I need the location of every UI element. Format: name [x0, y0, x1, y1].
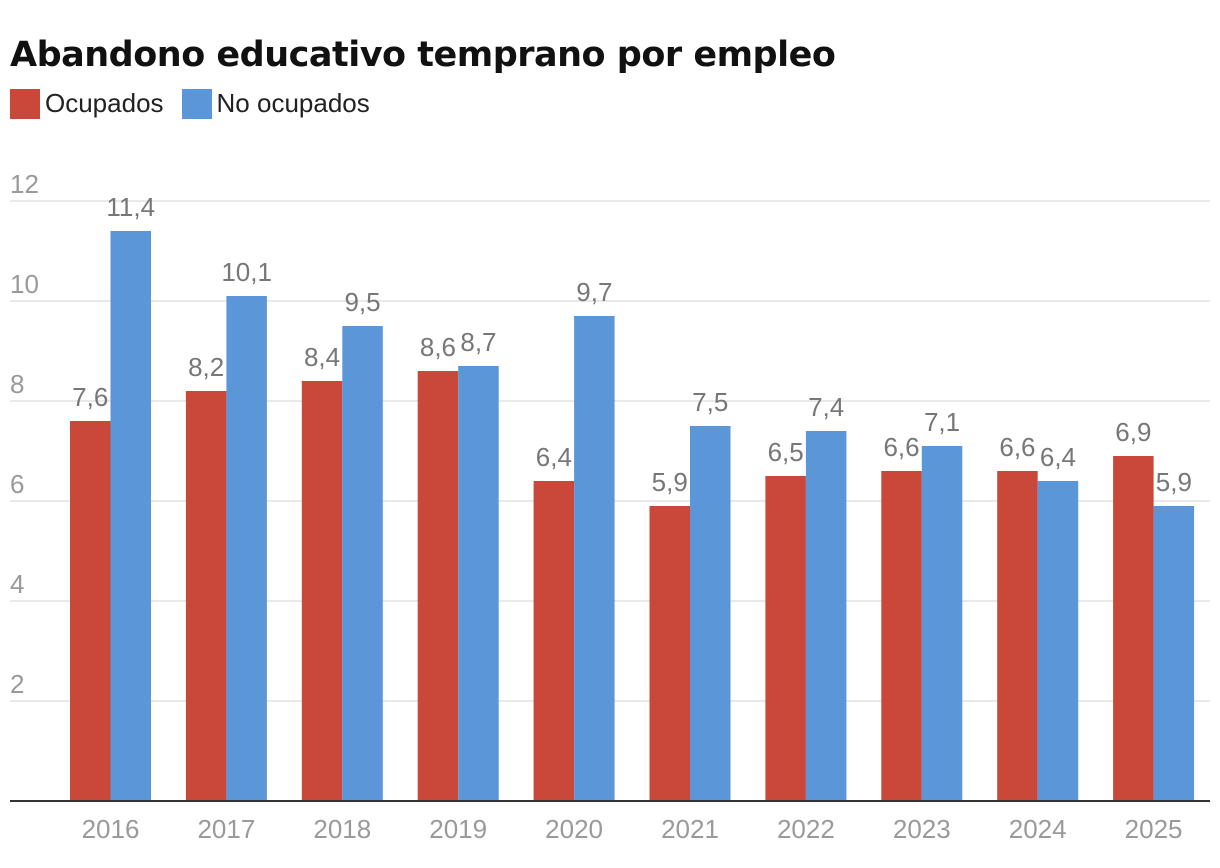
x-tick-label: 2019 [429, 814, 487, 844]
y-tick-label: 12 [10, 169, 39, 199]
x-tick-label: 2023 [893, 814, 951, 844]
bar-ocupados [765, 476, 806, 801]
data-label-ocupados: 6,6 [883, 432, 919, 462]
legend-item-ocupados: Ocupados [10, 88, 164, 119]
data-label-no-ocupados: 5,9 [1156, 467, 1192, 497]
bar-ocupados [185, 391, 227, 801]
bar-ocupados [1113, 456, 1154, 801]
bar-ocupados [997, 471, 1038, 801]
bar-no-ocupados [805, 431, 847, 801]
x-tick-label: 2020 [545, 814, 603, 844]
bar-ocupados [881, 471, 922, 801]
bars [70, 231, 1195, 801]
data-label-no-ocupados: 9,7 [576, 277, 612, 307]
bar-no-ocupados [1153, 506, 1195, 801]
bar-no-ocupados [574, 316, 615, 801]
y-tick-label: 10 [10, 269, 39, 299]
chart-title: Abandono educativo temprano por empleo [10, 35, 836, 76]
data-labels: 7,6 11,4 8,2 10,1 8,49,5 8,6 8,7 6,4 9,7 5,9 7,5 6,… [72, 192, 1192, 497]
x-tick-label: 2017 [197, 814, 255, 844]
bar-ocupados [70, 421, 111, 801]
legend-label-no-ocupados: No ocupados [216, 88, 370, 118]
data-label-no-ocupados: 7,1 [924, 407, 960, 437]
bar-no-ocupados [342, 326, 383, 801]
data-label-ocupados: 8,2 [188, 352, 224, 382]
bar-no-ocupados [921, 446, 963, 801]
x-tick-label: 2025 [1125, 814, 1183, 844]
x-tick-label: 2016 [82, 814, 140, 844]
bar-ocupados [533, 481, 575, 801]
data-label-ocupados: 7,6 [72, 382, 108, 412]
data-label-no-ocupados: 10,1 [221, 257, 272, 287]
data-label-ocupados: 6,6 [999, 432, 1035, 462]
data-label-ocupados: 8,6 [420, 332, 456, 362]
y-tick-label: 8 [10, 369, 24, 399]
bar-ocupados [649, 506, 690, 801]
data-label-no-ocupados: 11,4 [106, 192, 155, 222]
data-label-no-ocupados: 9,5 [344, 287, 380, 317]
x-tick-label: 2024 [1009, 814, 1067, 844]
bar-ocupados [301, 381, 343, 801]
x-axis-ticks: 2016 2017 2018 2019 2020 2021 2022 2023 2024 2025 [82, 814, 1183, 844]
bar-no-ocupados [226, 296, 267, 801]
data-label-no-ocupados: 8,7 [460, 327, 496, 357]
bar-no-ocupados [110, 231, 151, 801]
data-label-ocupados: 5,9 [652, 467, 688, 497]
data-label-ocupados: 6,9 [1115, 417, 1151, 447]
bar-ocupados [417, 371, 459, 801]
y-axis-ticks: 2 4 6 8 10 12 [10, 169, 39, 699]
data-label-ocupados: 6,4 [536, 442, 572, 472]
data-label-ocupados: 8,4 [304, 342, 340, 372]
data-label-no-ocupados: 7,4 [808, 392, 844, 422]
legend-label-ocupados: Ocupados [45, 88, 164, 118]
x-tick-label: 2018 [313, 814, 371, 844]
x-tick-label: 2022 [777, 814, 835, 844]
legend-swatch-ocupados [10, 88, 40, 119]
bar-no-ocupados [690, 426, 731, 801]
legend-swatch-no-ocupados [181, 88, 212, 119]
y-tick-label: 2 [10, 669, 24, 699]
data-label-ocupados: 6,5 [768, 437, 804, 467]
bar-no-ocupados [458, 366, 499, 801]
legend: Ocupados No ocupados [10, 88, 388, 119]
y-tick-label: 4 [10, 569, 24, 599]
legend-item-no-ocupados: No ocupados [181, 88, 370, 119]
bar-no-ocupados [1037, 481, 1079, 801]
data-label-no-ocupados: 6,4 [1040, 442, 1076, 472]
x-tick-label: 2021 [661, 814, 719, 844]
y-tick-label: 6 [10, 469, 24, 499]
data-label-no-ocupados: 7,5 [692, 387, 728, 417]
